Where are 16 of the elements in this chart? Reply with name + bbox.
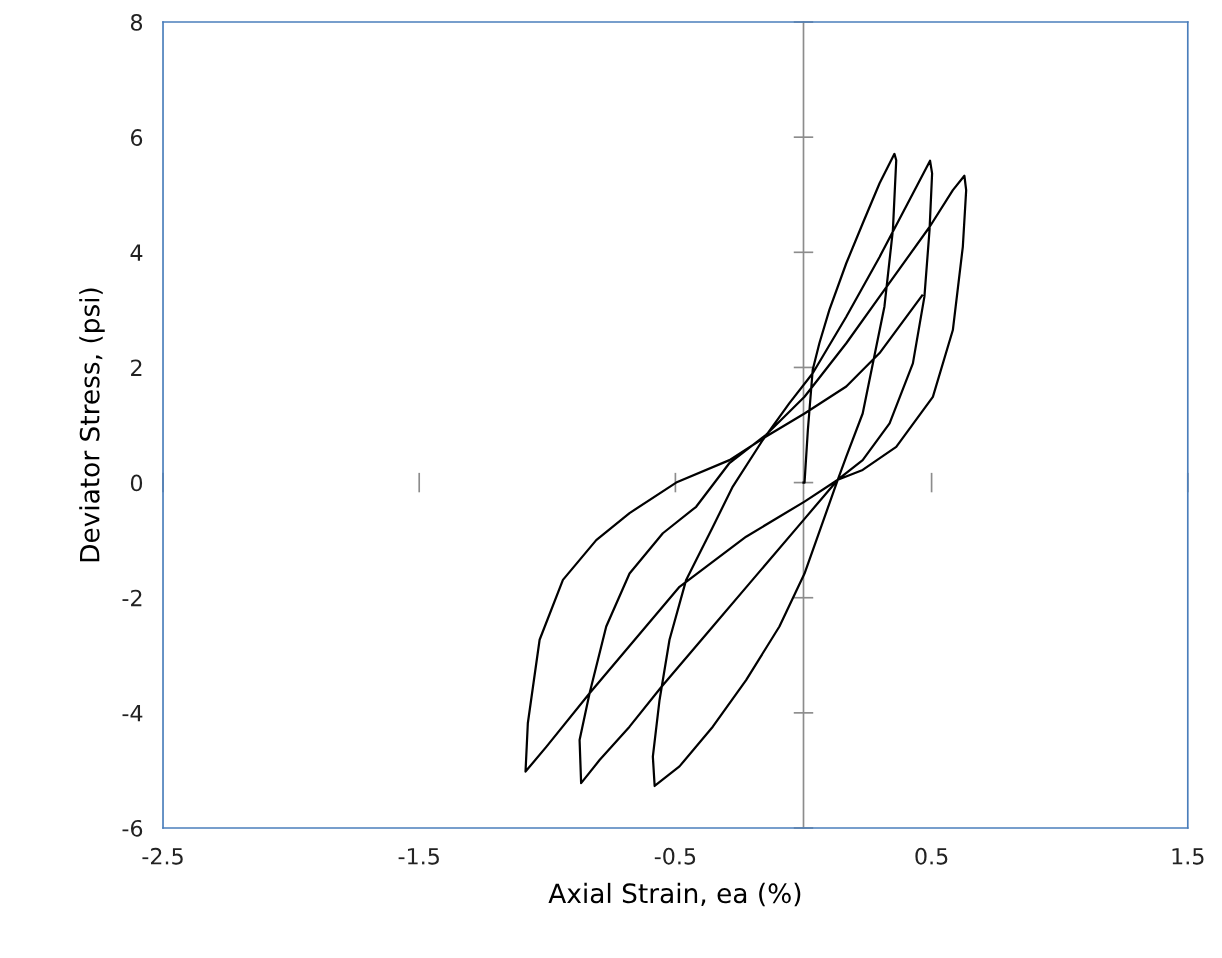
x-tick-label: -1.5	[398, 848, 439, 865]
line-series	[524, 152, 968, 788]
x-tick-label: 0.5	[915, 847, 948, 865]
y-tick-label: -4	[122, 705, 143, 722]
y-tick-label: 2	[131, 359, 142, 376]
y-tick-label: 4	[130, 244, 143, 261]
y-axis-title: Deviator Stress, (psi)	[79, 288, 105, 562]
y-tick-label: 8	[130, 13, 143, 31]
x-tick-label: 1.5	[1172, 848, 1204, 865]
y-tick-label: 6	[130, 129, 143, 146]
y-tick-label: -2	[122, 589, 142, 607]
x-axis-title: Axial Strain, ea (%)	[548, 882, 801, 907]
y-tick-label: -6	[122, 819, 143, 837]
x-tick-label: -2.5	[142, 847, 183, 865]
x-tick-label: -0.5	[654, 847, 696, 865]
y-tick-label: 0	[130, 474, 143, 492]
